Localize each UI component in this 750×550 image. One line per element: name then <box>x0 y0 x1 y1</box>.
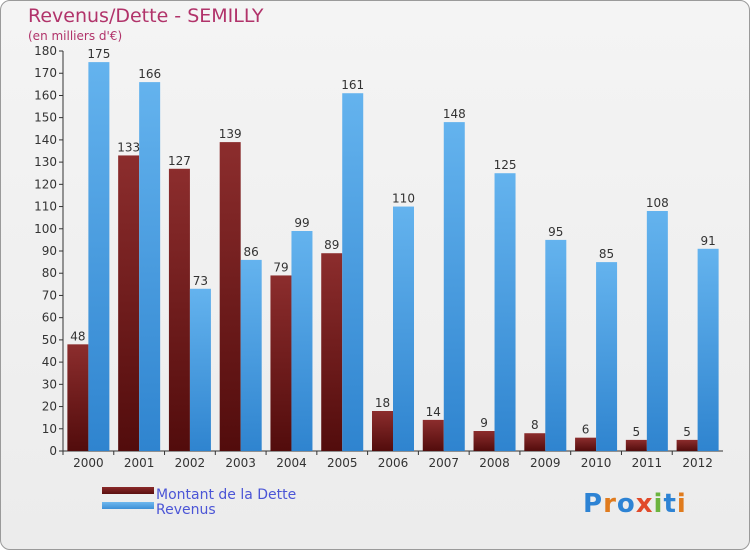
debt-bar <box>219 142 241 451</box>
debt-bar <box>118 155 140 451</box>
x-tick-label: 2012 <box>682 456 713 470</box>
revenue-bar-value-label: 166 <box>138 67 161 81</box>
debt-bar-value-label: 89 <box>324 238 339 252</box>
x-tick-label: 2003 <box>225 456 256 470</box>
y-tick-label: 0 <box>49 444 57 458</box>
debt-bar-value-label: 127 <box>168 154 191 168</box>
y-tick-label: 10 <box>42 422 57 436</box>
y-tick-label: 30 <box>42 377 57 391</box>
legend-swatch-revenue <box>102 501 154 509</box>
debt-bar <box>270 275 292 451</box>
revenue-bar <box>494 173 516 451</box>
legend-item-revenue: Revenus <box>102 501 296 518</box>
debt-bar-value-label: 6 <box>582 423 590 437</box>
x-tick-label: 2006 <box>378 456 409 470</box>
debt-bar-value-label: 5 <box>633 425 641 439</box>
debt-bar <box>168 168 190 451</box>
debt-bar-value-label: 79 <box>273 260 288 274</box>
x-tick-label: 2010 <box>581 456 612 470</box>
chart-title: Revenus/Dette - SEMILLY <box>28 5 264 27</box>
debt-bar-value-label: 18 <box>375 396 390 410</box>
revenue-bar-value-label: 175 <box>87 47 110 61</box>
y-tick-label: 120 <box>34 177 57 191</box>
revenue-bar <box>393 206 414 451</box>
legend-label-revenue: Revenus <box>156 502 216 518</box>
y-tick-label: 70 <box>42 288 57 302</box>
y-tick-label: 40 <box>42 355 57 369</box>
debt-bar <box>524 433 546 451</box>
y-tick-label: 80 <box>42 266 57 280</box>
x-tick-label: 2009 <box>530 456 561 470</box>
debt-bar-value-label: 133 <box>117 140 140 154</box>
y-tick-label: 100 <box>34 222 57 236</box>
x-tick-label: 2008 <box>479 456 510 470</box>
debt-bar <box>676 439 698 451</box>
revenue-bar-value-label: 125 <box>494 158 517 172</box>
revenue-bar-value-label: 108 <box>646 196 669 210</box>
x-tick-label: 2007 <box>428 456 459 470</box>
chart-legend: Montant de la Dette Revenus <box>102 486 297 518</box>
revenue-bar <box>240 259 262 451</box>
debt-bar <box>625 439 647 451</box>
revenue-bar-value-label: 91 <box>700 234 715 248</box>
debt-bar-value-label: 5 <box>683 425 691 439</box>
legend-label-debt: Montant de la Dette <box>156 487 297 503</box>
debt-bar <box>372 411 393 451</box>
debt-bar-value-label: 9 <box>480 416 488 430</box>
y-tick-label: 140 <box>34 133 57 147</box>
y-tick-label: 50 <box>42 333 57 347</box>
debt-bar <box>67 344 89 451</box>
debt-bar-value-label: 14 <box>426 405 441 419</box>
debt-bar <box>473 431 495 451</box>
y-tick-label: 180 <box>34 44 57 58</box>
y-tick-label: 150 <box>34 111 57 125</box>
revenue-bar <box>646 211 668 451</box>
revenue-bar <box>697 248 719 451</box>
y-tick-label: 110 <box>34 200 57 214</box>
revenue-bar-value-label: 110 <box>392 192 415 206</box>
revenue-bar <box>291 231 313 451</box>
x-tick-label: 2004 <box>276 456 307 470</box>
debt-bar-value-label: 48 <box>70 329 85 343</box>
revenue-bar-value-label: 85 <box>599 247 614 261</box>
revenue-bar-value-label: 73 <box>193 274 208 288</box>
chart-bars <box>67 62 719 451</box>
debt-bar-value-label: 139 <box>219 127 242 141</box>
x-tick-label: 2002 <box>175 456 206 470</box>
y-tick-label: 90 <box>42 244 57 258</box>
y-tick-label: 20 <box>42 400 57 414</box>
revenue-bar <box>443 122 465 451</box>
revenue-bar-value-label: 95 <box>548 225 563 239</box>
chart-subtitle: (en milliers d'€) <box>28 29 123 43</box>
revenue-bar <box>596 262 618 451</box>
y-tick-label: 60 <box>42 311 57 325</box>
revenue-bar <box>342 93 364 451</box>
revenue-bar <box>545 239 567 451</box>
revenue-bar <box>88 62 110 451</box>
x-tick-label: 2005 <box>327 456 358 470</box>
revenue-bar <box>139 82 161 451</box>
x-tick-label: 2011 <box>632 456 663 470</box>
y-tick-label: 130 <box>34 155 57 169</box>
legend-swatch-debt <box>102 486 154 494</box>
y-tick-label: 160 <box>34 88 57 102</box>
y-tick-label: 170 <box>34 66 57 80</box>
debt-bar <box>575 437 597 451</box>
revenue-bar-value-label: 99 <box>294 216 309 230</box>
revenue-bar <box>189 288 211 451</box>
revenue-bar-value-label: 86 <box>244 245 259 259</box>
debt-bar-value-label: 8 <box>531 418 539 432</box>
x-tick-label: 2000 <box>73 456 104 470</box>
revenue-bar-value-label: 161 <box>341 78 364 92</box>
proxiti-logo: Proxiti <box>583 489 687 519</box>
revenue-bar-value-label: 148 <box>443 107 466 121</box>
debt-bar <box>321 253 343 451</box>
x-tick-label: 2001 <box>124 456 155 470</box>
debt-bar <box>422 419 444 451</box>
legend-item-debt: Montant de la Dette <box>102 486 297 503</box>
